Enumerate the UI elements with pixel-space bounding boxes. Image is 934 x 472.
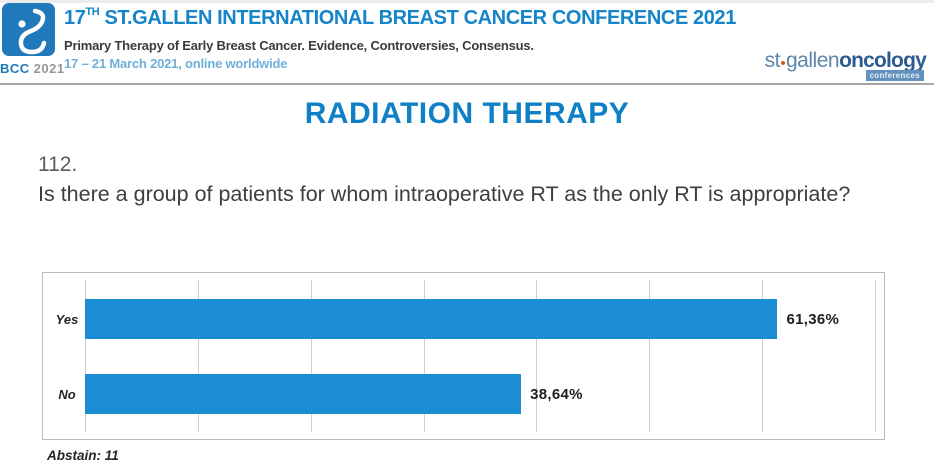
conference-title-ordinal: TH bbox=[85, 6, 100, 18]
gridline-30 bbox=[423, 280, 425, 432]
partner-logo-st: st bbox=[764, 49, 781, 72]
partner-logo: st gallenoncology conferences bbox=[764, 49, 927, 81]
value-label-no: 38,64% bbox=[530, 385, 583, 403]
question-text: Is there a group of patients for whom in… bbox=[38, 182, 851, 206]
conference-title: 17TH ST.GALLEN INTERNATIONAL BREAST CANC… bbox=[64, 6, 764, 30]
conference-subtitle: Primary Therapy of Early Breast Cancer. … bbox=[64, 38, 534, 53]
conference-title-rest: ST.GALLEN INTERNATIONAL BREAST CANCER CO… bbox=[99, 7, 736, 29]
top-strip bbox=[0, 0, 934, 3]
partner-logo-gallen: gallen bbox=[786, 49, 840, 72]
category-label-no: No bbox=[58, 386, 76, 402]
bcc-badge-text: BCC bbox=[0, 61, 30, 76]
poll-results-chart: Yes 61,36% No 38,64% bbox=[42, 272, 885, 440]
gridline-20 bbox=[310, 280, 312, 432]
gridline-40 bbox=[536, 280, 538, 432]
conference-title-num: 17 bbox=[64, 7, 86, 29]
header-divider bbox=[0, 83, 934, 85]
question-number: 112. bbox=[38, 153, 78, 176]
conference-dates: 17 – 21 March 2021, online worldwide bbox=[64, 56, 288, 71]
value-label-yes: 61,36% bbox=[786, 310, 840, 328]
gridline-10 bbox=[197, 280, 199, 432]
bcc-logo-icon bbox=[2, 3, 55, 56]
section-title: RADIATION THERAPY bbox=[304, 97, 630, 130]
partner-logo-dot-icon bbox=[781, 61, 785, 65]
partner-logo-conferences-tag: conferences bbox=[865, 70, 924, 81]
gridline-70 bbox=[875, 280, 876, 432]
bar-no bbox=[85, 374, 522, 414]
bar-yes bbox=[85, 299, 778, 339]
gridline-50 bbox=[649, 280, 651, 432]
abstain-note: Abstain: 11 bbox=[47, 448, 119, 463]
bar-row-no: No 38,64% bbox=[58, 374, 875, 414]
bcc-badge: BCC 2021 bbox=[0, 61, 65, 76]
plot-area: Yes 61,36% No 38,64% bbox=[56, 280, 876, 432]
category-label-yes: Yes bbox=[55, 311, 79, 327]
gridline-60 bbox=[762, 280, 764, 432]
partner-logo-oncology: oncology bbox=[839, 49, 927, 72]
bcc-badge-year: 2021 bbox=[33, 61, 65, 76]
gridline-0 bbox=[85, 280, 86, 432]
bar-row-yes: Yes 61,36% bbox=[56, 299, 875, 339]
